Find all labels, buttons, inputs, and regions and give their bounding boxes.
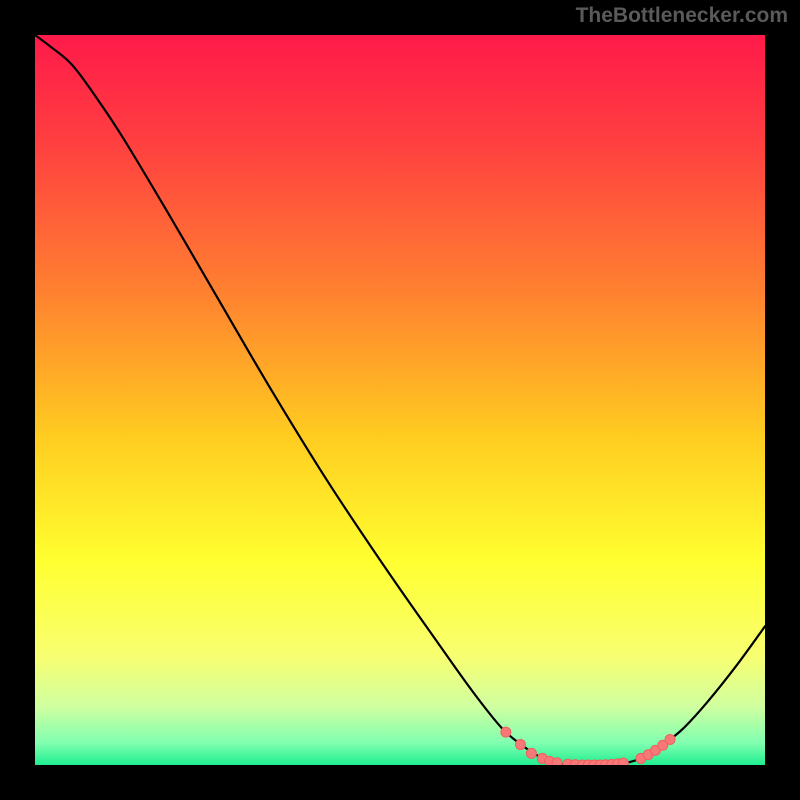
- plot-area: [35, 35, 765, 765]
- data-marker: [526, 748, 536, 758]
- chart-svg: [35, 35, 765, 765]
- chart-background: [35, 35, 765, 765]
- data-marker: [515, 740, 525, 750]
- data-marker: [552, 758, 562, 765]
- chart-container: TheBottlenecker.com: [0, 0, 800, 800]
- data-marker: [665, 734, 675, 744]
- data-marker: [618, 758, 628, 765]
- data-marker: [501, 727, 511, 737]
- watermark-text: TheBottlenecker.com: [576, 4, 788, 28]
